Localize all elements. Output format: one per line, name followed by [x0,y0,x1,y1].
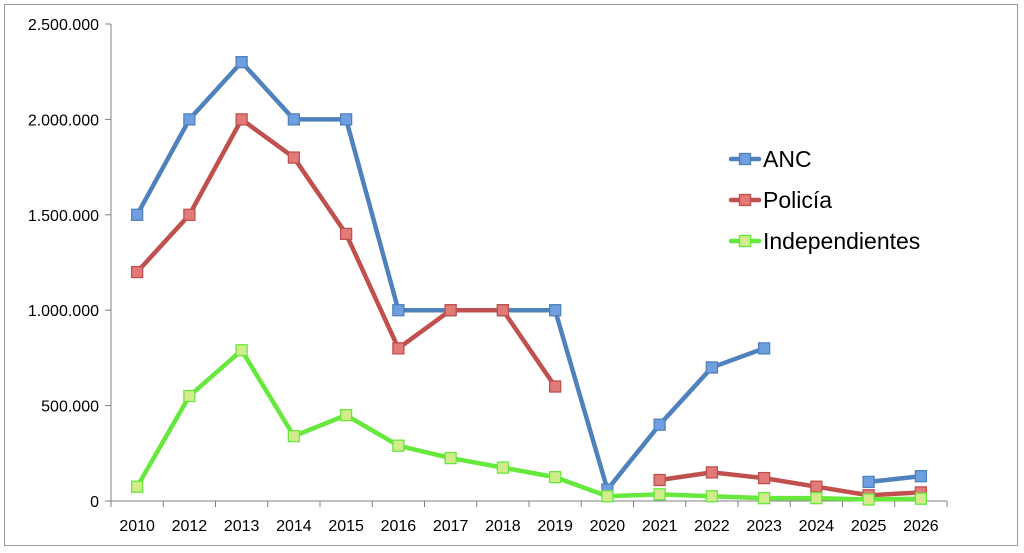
data-point-polic-a [339,227,353,241]
series-line-polic-a [134,117,558,389]
x-tick-label: 2021 [642,518,678,535]
legend-label-anc: ANC [763,146,812,172]
legend-label-polic-a: Policía [763,187,832,213]
y-tick-label: 500.000 [41,399,99,416]
chart-frame [4,4,1018,546]
x-tick-label: 2022 [694,518,730,535]
series-line-polic-a [657,470,924,498]
y-tick-label: 1.500.000 [28,208,99,225]
x-tick-label: 2016 [381,518,417,535]
data-point-anc [653,418,666,431]
x-tick-label: 2019 [537,518,573,535]
data-point-independientes [287,429,301,443]
y-tick-label: 2.500.000 [28,17,99,34]
series-line-anc [866,473,924,485]
x-tick-label: 2026 [903,518,939,535]
series-line-independientes [134,348,924,502]
data-point-independientes [548,470,562,484]
x-tick-label: 2014 [276,518,312,535]
data-point-polic-a [130,265,144,279]
data-point-independientes [914,492,928,505]
data-point-independientes [339,408,353,422]
chart-axes: 0 500.000 1.000.000 1.500.000 2.000.000 2.500… [28,17,948,535]
data-point-independientes [705,490,719,503]
data-point-independientes [183,389,196,403]
data-point-independientes [653,488,666,501]
data-point-polic-a [183,208,196,221]
data-point-anc [235,56,248,69]
data-point-independientes [496,461,510,474]
data-point-polic-a [235,113,248,126]
data-point-polic-a [496,304,510,317]
data-point-independientes [757,491,771,505]
data-point-anc [862,475,875,489]
data-point-polic-a [548,380,562,393]
x-tick-label: 2010 [119,518,155,535]
series-line-anc [134,59,767,492]
data-point-anc [705,361,719,374]
data-point-anc [548,304,562,317]
data-point-independientes [444,451,457,465]
data-point-independientes [130,480,144,493]
legend: ANC Policía Independientes [728,146,920,254]
data-point-polic-a [392,342,405,355]
data-point-anc [183,113,196,126]
data-point-polic-a [287,151,301,164]
legend-marker-anc [738,152,752,166]
data-point-anc [287,113,301,126]
x-tick-label: 2015 [328,518,364,535]
legend-marker-independientes [738,234,752,248]
data-point-polic-a [810,480,823,493]
data-point-independientes [392,439,405,452]
data-point-anc [130,208,144,221]
data-point-polic-a [444,304,457,317]
series-lines [134,59,924,502]
y-tick-label: 1.000.000 [28,303,99,320]
series-markers [130,56,928,506]
data-point-anc [914,470,928,483]
data-point-polic-a [653,473,666,487]
legend-marker-polic-a [738,193,752,207]
y-tick-label: 0 [90,494,99,511]
data-point-polic-a [705,466,719,479]
data-point-anc [757,342,771,355]
data-point-anc [339,113,353,126]
x-tick-label: 2013 [224,518,260,535]
x-tick-label: 2024 [799,518,835,535]
x-tick-label: 2018 [485,518,521,535]
x-tick-label: 2017 [433,518,469,535]
x-tick-label: 2023 [746,518,782,535]
x-tick-label: 2012 [172,518,208,535]
x-tick-label: 2020 [590,518,626,535]
data-point-independientes [862,493,875,506]
data-point-polic-a [757,471,771,485]
data-point-anc [392,304,405,317]
data-point-independientes [810,491,823,505]
y-tick-label: 2.000.000 [28,112,99,129]
legend-label-independientes: Independientes [763,228,920,254]
x-tick-label: 2025 [851,518,887,535]
data-point-independientes [601,490,614,503]
data-point-independientes [235,344,248,357]
